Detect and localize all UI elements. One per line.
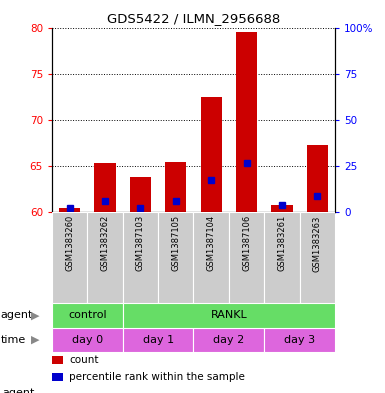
Bar <box>264 328 335 352</box>
Bar <box>271 205 293 213</box>
Text: GSM1383261: GSM1383261 <box>277 215 286 272</box>
Bar <box>59 208 80 213</box>
Bar <box>300 213 335 303</box>
Text: ▶: ▶ <box>31 310 40 320</box>
Bar <box>306 145 328 213</box>
Text: day 1: day 1 <box>142 335 174 345</box>
Bar <box>52 328 123 352</box>
Text: day 2: day 2 <box>213 335 244 345</box>
Text: agent: agent <box>2 388 34 393</box>
Text: GSM1387104: GSM1387104 <box>207 215 216 271</box>
Bar <box>130 177 151 213</box>
Text: agent: agent <box>1 310 33 320</box>
Bar <box>123 328 193 352</box>
Bar <box>52 213 87 303</box>
Bar <box>52 356 63 364</box>
Text: GSM1387105: GSM1387105 <box>171 215 180 271</box>
Title: GDS5422 / ILMN_2956688: GDS5422 / ILMN_2956688 <box>107 12 280 25</box>
Text: time: time <box>1 335 26 345</box>
Text: count: count <box>69 356 99 365</box>
Bar <box>201 97 222 213</box>
Bar <box>229 213 264 303</box>
Text: GSM1387106: GSM1387106 <box>242 215 251 272</box>
Bar <box>165 162 186 213</box>
Bar <box>94 163 116 213</box>
Text: GSM1383263: GSM1383263 <box>313 215 322 272</box>
Bar <box>264 213 300 303</box>
Bar <box>52 373 63 381</box>
Text: GSM1383262: GSM1383262 <box>100 215 110 272</box>
Text: day 3: day 3 <box>284 335 315 345</box>
Text: control: control <box>68 310 107 320</box>
Bar <box>123 213 158 303</box>
Text: GSM1383260: GSM1383260 <box>65 215 74 272</box>
Bar <box>193 213 229 303</box>
Bar <box>236 32 257 213</box>
Text: day 0: day 0 <box>72 335 103 345</box>
Bar <box>52 303 123 328</box>
Text: percentile rank within the sample: percentile rank within the sample <box>69 372 245 382</box>
Bar <box>87 213 123 303</box>
Bar <box>123 303 335 328</box>
Bar <box>158 213 193 303</box>
Text: RANKL: RANKL <box>211 310 247 320</box>
Text: GSM1387103: GSM1387103 <box>136 215 145 272</box>
Text: ▶: ▶ <box>31 335 40 345</box>
Bar <box>193 328 264 352</box>
